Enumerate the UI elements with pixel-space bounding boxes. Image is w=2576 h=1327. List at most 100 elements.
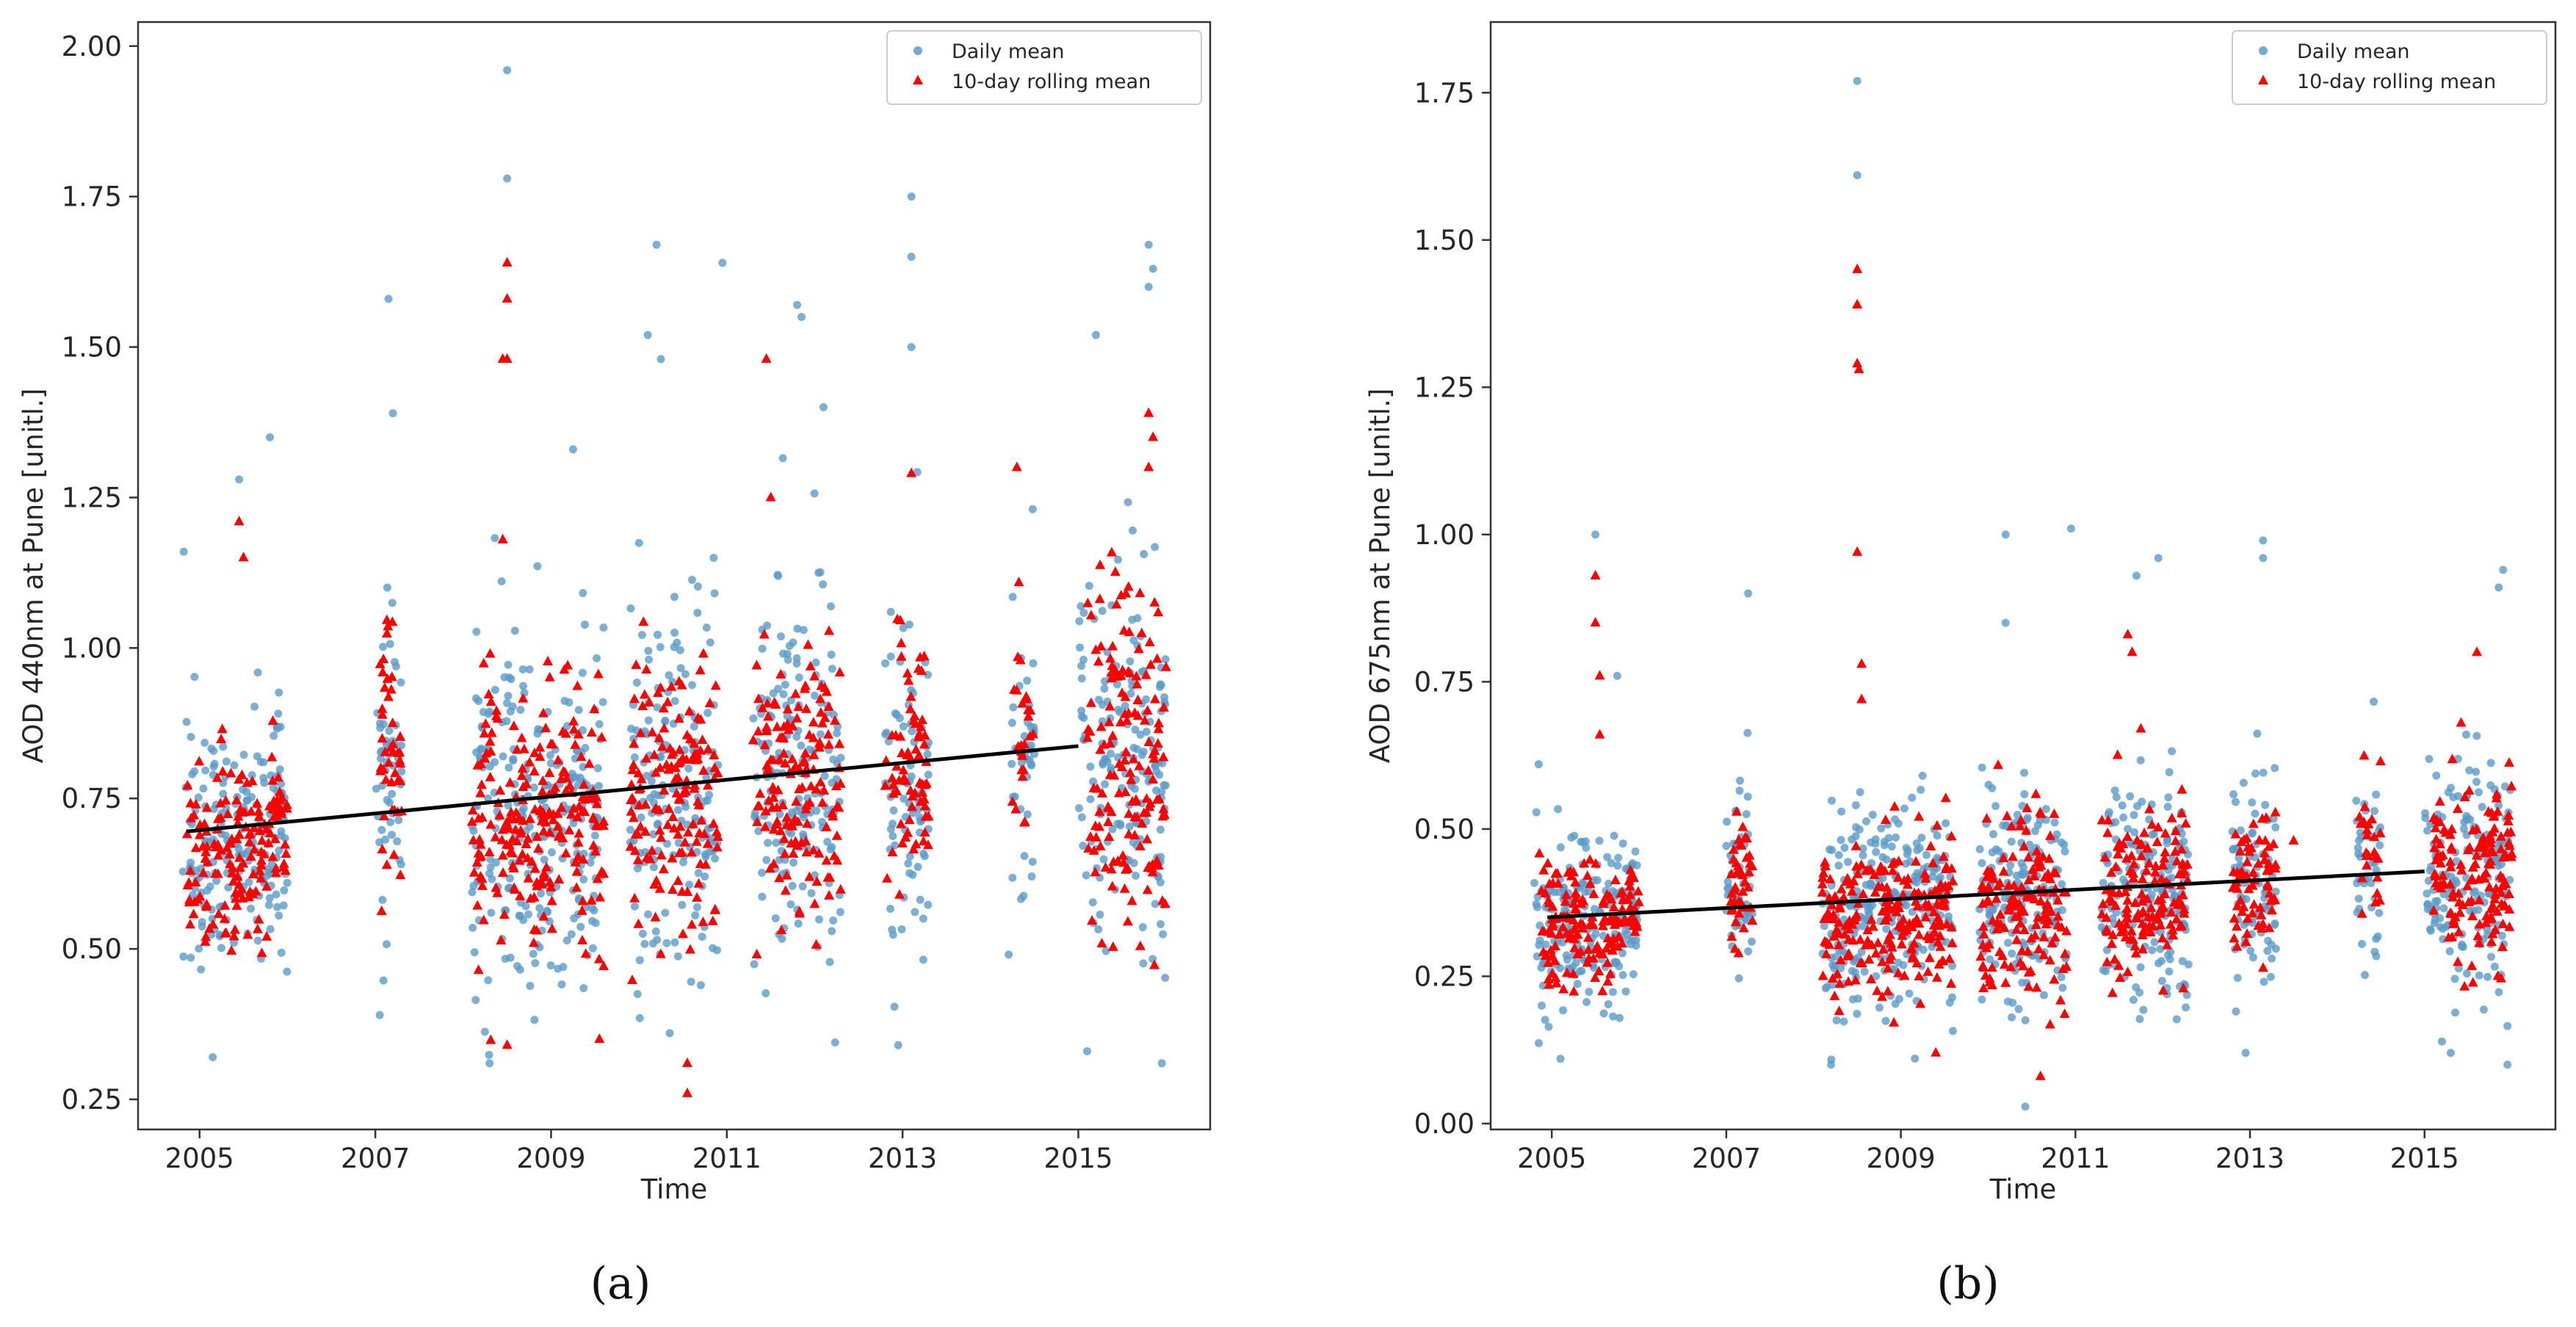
rolling-mean-point: [1825, 873, 1836, 883]
y-tick-label: 1.25: [62, 482, 122, 513]
rolling-mean-point: [683, 827, 694, 837]
rolling-mean-point: [485, 648, 496, 658]
rolling-mean-point: [1125, 767, 1136, 777]
rolling-mean-point: [752, 816, 763, 826]
rolling-mean-point: [919, 827, 930, 837]
rolling-mean-point: [477, 880, 488, 890]
rolling-mean-point: [585, 793, 596, 803]
daily-mean-point: [264, 900, 273, 909]
daily-mean-point: [1577, 837, 1585, 846]
rolling-mean-point: [1855, 934, 1866, 944]
daily-mean-point: [568, 445, 577, 454]
rolling-mean-point: [1931, 820, 1942, 830]
daily-mean-point: [2459, 825, 2468, 834]
daily-mean-point: [1079, 842, 1088, 850]
daily-mean-point: [2446, 1049, 2455, 1057]
x-tick-label: 2005: [1517, 1143, 1586, 1174]
daily-mean-point: [789, 858, 798, 867]
rolling-mean-point: [1013, 576, 1024, 587]
rolling-mean-point: [768, 858, 779, 868]
rolling-mean-point: [794, 784, 805, 794]
daily-mean-point: [1880, 841, 1889, 850]
rolling-mean-point: [2128, 872, 2139, 883]
rolling-mean-point: [1907, 950, 1918, 961]
rolling-mean-point: [547, 739, 558, 749]
daily-mean-point: [750, 960, 759, 969]
daily-mean-point: [1581, 887, 1590, 896]
daily-mean-point: [786, 829, 795, 838]
daily-mean-point: [701, 872, 709, 881]
daily-mean-point: [1911, 1054, 1920, 1063]
rolling-mean-point: [1134, 760, 1145, 770]
daily-mean-point: [1129, 636, 1138, 645]
rolling-mean-point: [2375, 828, 2386, 838]
rolling-mean-point: [793, 701, 804, 712]
rolling-mean-point: [638, 616, 649, 626]
rolling-mean-point: [2231, 921, 2242, 931]
daily-mean-point: [2157, 957, 2166, 966]
rolling-mean-point: [639, 689, 650, 699]
rolling-mean-point: [791, 796, 802, 806]
rolling-mean-point: [1123, 665, 1134, 676]
daily-mean-point: [1140, 550, 1148, 559]
daily-mean-point: [1132, 872, 1140, 881]
rolling-mean-point: [1911, 958, 1922, 968]
rolling-mean-point: [1146, 659, 1157, 669]
daily-mean-point: [2066, 524, 2075, 533]
rolling-mean-point: [1604, 968, 1616, 978]
rolling-mean-point: [1099, 739, 1110, 749]
rolling-mean-point: [1877, 905, 1888, 916]
daily-mean-point: [579, 762, 587, 771]
rolling-mean-point: [1831, 924, 1842, 934]
daily-mean-point: [1828, 796, 1837, 805]
rolling-mean-point: [2433, 881, 2444, 891]
rolling-mean-point: [2247, 908, 2258, 918]
daily-mean-point: [379, 643, 388, 651]
rolling-mean-point: [483, 689, 494, 699]
rolling-mean-point: [2019, 924, 2030, 934]
daily-mean-point: [479, 707, 488, 716]
rolling-mean-point: [2160, 847, 2171, 857]
rolling-mean-point: [522, 833, 533, 843]
rolling-mean-point: [900, 775, 911, 785]
rolling-mean-point: [2153, 894, 2164, 905]
daily-mean-point: [2248, 798, 2257, 807]
daily-mean-point: [526, 981, 535, 990]
rolling-mean-point: [2142, 893, 2153, 903]
rolling-mean-point: [920, 811, 931, 821]
daily-mean-point: [219, 742, 228, 751]
daily-mean-point: [2002, 821, 2011, 830]
rolling-mean-point: [2162, 939, 2173, 950]
rolling-mean-point: [1100, 861, 1111, 872]
daily-mean-point: [907, 772, 916, 781]
rolling-mean-point: [902, 668, 913, 678]
daily-mean-point: [1887, 842, 1896, 851]
rolling-mean-point: [776, 925, 787, 935]
daily-mean-point: [916, 895, 925, 904]
daily-mean-point: [2475, 788, 2483, 797]
rolling-mean-point: [521, 838, 532, 848]
rolling-mean-point: [1019, 816, 1030, 826]
rolling-mean-point: [570, 856, 581, 867]
daily-mean-point: [2168, 747, 2177, 756]
rolling-mean-point: [1082, 723, 1093, 734]
daily-mean-point: [653, 703, 662, 712]
daily-mean-point: [497, 577, 506, 586]
rolling-mean-point: [194, 829, 205, 839]
rolling-mean-point: [2039, 872, 2050, 882]
rolling-mean-point: [1594, 728, 1605, 739]
rolling-mean-point: [1866, 939, 1877, 950]
rolling-mean-point: [1132, 811, 1143, 822]
rolling-mean-point: [1870, 947, 1881, 958]
rolling-mean-point: [204, 923, 215, 933]
rolling-mean-point: [475, 758, 486, 768]
rolling-mean-point: [1551, 977, 1562, 988]
rolling-mean-point: [249, 822, 260, 833]
daily-mean-point: [2430, 919, 2439, 928]
rolling-mean-point: [662, 819, 673, 829]
rolling-mean-point: [687, 818, 698, 828]
rolling-mean-point: [2484, 881, 2495, 892]
rolling-mean-point: [1118, 850, 1129, 860]
legend-marker-daily-a: [913, 46, 922, 55]
daily-mean-point: [2357, 939, 2366, 948]
